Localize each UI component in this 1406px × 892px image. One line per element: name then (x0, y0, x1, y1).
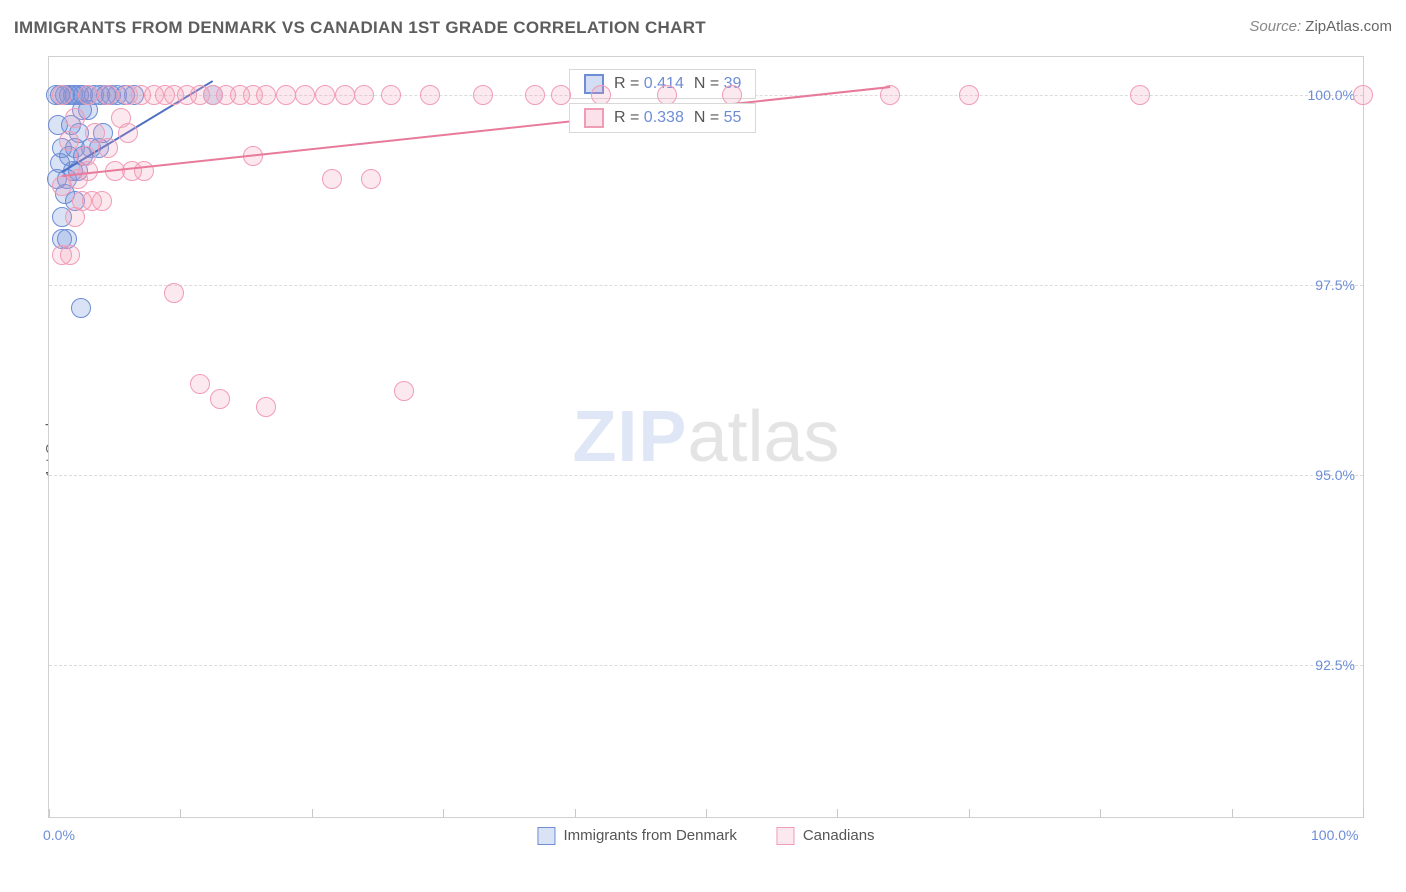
data-point (52, 85, 72, 105)
data-point (959, 85, 979, 105)
n-label: N = 55 (694, 109, 742, 127)
y-tick-label: 95.0% (1315, 467, 1355, 483)
y-tick-label: 100.0% (1308, 87, 1355, 103)
data-point (591, 85, 611, 105)
gridline (49, 665, 1363, 666)
x-tick (49, 809, 50, 817)
n-value: 55 (724, 109, 742, 126)
correlation-stats-box: R = 0.338 N = 55 (569, 103, 756, 133)
x-tick (1100, 809, 1101, 817)
data-point (59, 131, 79, 151)
data-point (315, 85, 335, 105)
data-point (394, 381, 414, 401)
x-tick (1232, 809, 1233, 817)
data-point (276, 85, 296, 105)
data-point (78, 85, 98, 105)
gridline (49, 285, 1363, 286)
data-point (164, 283, 184, 303)
legend-swatch-icon (777, 827, 795, 845)
data-point (1130, 85, 1150, 105)
data-point (76, 146, 96, 166)
data-point (657, 85, 677, 105)
legend-swatch-icon (537, 827, 555, 845)
data-point (551, 85, 571, 105)
data-point (361, 169, 381, 189)
x-tick (1363, 809, 1364, 817)
x-tick-label: 0.0% (43, 827, 75, 843)
y-tick-label: 92.5% (1315, 657, 1355, 673)
data-point (295, 85, 315, 105)
legend-label: Canadians (803, 827, 875, 844)
source-value: ZipAtlas.com (1305, 18, 1392, 35)
data-point (190, 374, 210, 394)
x-tick (443, 809, 444, 817)
watermark-zip: ZIP (572, 397, 687, 477)
watermark-atlas: atlas (687, 397, 839, 477)
data-point (256, 397, 276, 417)
legend-item-canadians: Canadians (777, 827, 875, 845)
data-point (335, 85, 355, 105)
data-point (381, 85, 401, 105)
data-point (1353, 85, 1373, 105)
legend: Immigrants from Denmark Canadians (537, 827, 874, 845)
data-point (354, 85, 374, 105)
data-point (525, 85, 545, 105)
gridline (49, 475, 1363, 476)
x-tick (575, 809, 576, 817)
data-point (85, 123, 105, 143)
legend-item-denmark: Immigrants from Denmark (537, 827, 736, 845)
x-tick (969, 809, 970, 817)
data-point (256, 85, 276, 105)
chart-title: IMMIGRANTS FROM DENMARK VS CANADIAN 1ST … (14, 18, 706, 38)
data-point (210, 389, 230, 409)
x-tick (180, 809, 181, 817)
x-tick (706, 809, 707, 817)
x-tick-label: 100.0% (1311, 827, 1358, 843)
scatter-plot-area: ZIPatlas Immigrants from Denmark Canadia… (48, 56, 1364, 818)
data-point (134, 161, 154, 181)
data-point (111, 108, 131, 128)
x-tick (312, 809, 313, 817)
data-point (71, 298, 91, 318)
data-point (92, 191, 112, 211)
series-swatch-icon (584, 108, 604, 128)
data-point (420, 85, 440, 105)
legend-label: Immigrants from Denmark (563, 827, 736, 844)
data-point (322, 169, 342, 189)
r-value: 0.338 (644, 109, 684, 126)
data-point (98, 85, 118, 105)
watermark: ZIPatlas (572, 396, 839, 478)
data-point (60, 245, 80, 265)
y-tick-label: 97.5% (1315, 277, 1355, 293)
data-point (473, 85, 493, 105)
r-label: R = 0.338 (614, 109, 684, 127)
source-attribution: Source: ZipAtlas.com (1249, 18, 1392, 35)
data-point (65, 108, 85, 128)
source-label: Source: (1249, 18, 1305, 35)
data-point (98, 138, 118, 158)
x-tick (837, 809, 838, 817)
